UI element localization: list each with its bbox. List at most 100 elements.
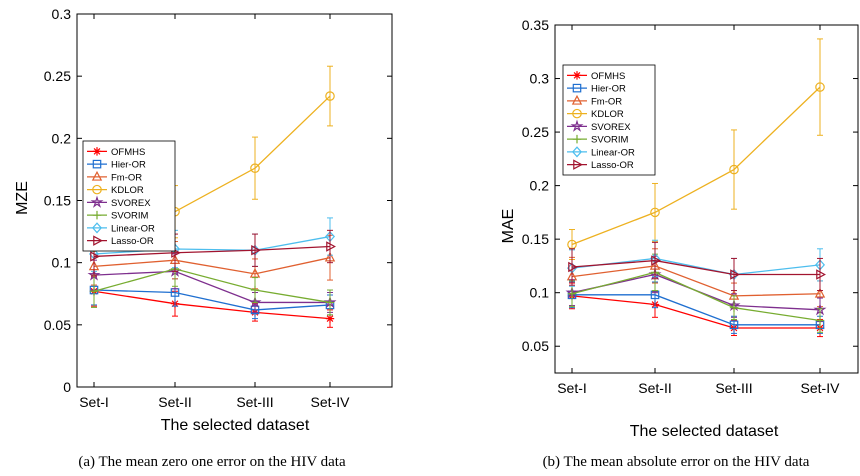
legend-item: Hier-OR	[87, 160, 146, 171]
legend-item: Linear-OR	[87, 222, 155, 234]
error-bar	[652, 182, 658, 242]
series-line	[571, 273, 821, 311]
legend-item: KDLOR	[87, 184, 144, 196]
series-lasso-or	[568, 241, 826, 292]
legend-label: Lasso-OR	[111, 236, 154, 247]
xtick-label: Set-I	[79, 394, 109, 410]
data-point	[651, 255, 661, 266]
series-line	[93, 257, 331, 275]
ytick-label: 0.25	[522, 124, 549, 140]
legend-marker	[93, 235, 103, 246]
data-point	[325, 91, 335, 101]
data-point	[248, 295, 262, 308]
legend-item: Lasso-OR	[567, 159, 634, 171]
error-bar	[569, 248, 575, 286]
legend-marker	[92, 184, 102, 195]
caption-mze: (a) The mean zero one error on the HIV d…	[78, 454, 346, 470]
series-line	[571, 259, 820, 276]
error-bar	[731, 129, 737, 210]
series-svorex	[565, 255, 827, 323]
xtick-label: Set-I	[557, 380, 587, 396]
error-bar	[652, 241, 658, 280]
series-line	[93, 270, 330, 304]
data-point	[814, 287, 826, 298]
data-point	[250, 163, 260, 173]
legend-item: SVORIM	[87, 211, 149, 222]
caption-mae: (b) The mean absolute error on the HIV d…	[543, 454, 810, 470]
data-point	[568, 261, 578, 273]
error-bar	[731, 257, 737, 292]
data-point	[730, 269, 740, 280]
legend-item: OFMHS	[87, 147, 145, 158]
xlabel-mae: The selected dataset	[630, 423, 779, 440]
series-lasso-or	[90, 229, 336, 276]
plot-area-mze: 0 0.05 0.1 0.15 0.2 0.25 0.3 Set-I Set-II Set-III…	[44, 6, 393, 410]
legend-marker	[90, 195, 104, 208]
ytick-label: 0.2	[52, 130, 72, 146]
series-line	[93, 268, 331, 304]
legend-marker	[571, 94, 583, 105]
data-point	[816, 269, 826, 280]
data-point	[567, 289, 577, 298]
data-point	[251, 245, 261, 256]
series-line	[93, 245, 331, 258]
error-bar	[817, 38, 823, 136]
legend-item: OFMHS	[567, 71, 625, 82]
data-point	[650, 207, 660, 218]
legend-item: SVORIM	[567, 135, 629, 146]
legend-label: Hier-OR	[111, 160, 146, 171]
data-point	[89, 287, 99, 296]
legend-marker	[572, 134, 582, 144]
data-point	[815, 316, 825, 325]
series-line	[571, 265, 821, 297]
xtick-label: Set-II	[158, 394, 191, 410]
ytick-label: 0.3	[530, 71, 550, 87]
legend-label: KDLOR	[111, 185, 144, 196]
legend-item: Lasso-OR	[87, 235, 154, 247]
legend-label: Fm-OR	[591, 96, 622, 107]
ytick-label: 0	[63, 379, 71, 395]
data-point	[729, 164, 739, 175]
series-line	[93, 289, 331, 311]
legend-marker	[573, 159, 583, 170]
data-point	[250, 285, 260, 295]
legend-label: SVOREX	[591, 122, 631, 133]
legend-label: KDLOR	[591, 109, 624, 120]
series-line	[93, 235, 331, 255]
error-bar	[252, 233, 258, 267]
legend-item: Fm-OR	[567, 94, 622, 107]
panel-mze: 0 0.05 0.1 0.15 0.2 0.25 0.3 Set-I Set-II Set-III…	[14, 6, 393, 470]
legend-item: KDLOR	[567, 108, 624, 120]
legend-marker	[570, 119, 584, 132]
legend-label: Lasso-OR	[591, 160, 634, 171]
ylabel-mze: MZE	[14, 181, 31, 215]
series-svorex	[87, 253, 337, 313]
legend-item: SVOREX	[567, 119, 631, 133]
legend-label: SVORIM	[111, 211, 149, 222]
series-line	[571, 271, 821, 322]
series-linear-or	[566, 239, 826, 292]
error-bar	[817, 257, 823, 292]
error-bar	[327, 65, 333, 127]
legend-label: Fm-OR	[111, 172, 142, 183]
series-line	[93, 290, 331, 320]
series-svorim	[89, 250, 335, 316]
plot-area-mae: 0.05 0.1 0.15 0.2 0.25 0.3 0.35 Set-I Set-II Set-…	[522, 17, 859, 396]
ytick-label: 0.1	[52, 255, 72, 271]
legend-label: OFMHS	[591, 71, 625, 82]
ylabel-mae: MAE	[500, 209, 517, 244]
data-point	[815, 82, 825, 92]
xtick-label: Set-III	[715, 380, 752, 396]
series-line	[571, 295, 820, 329]
series-line	[572, 294, 820, 326]
data-point	[729, 320, 739, 330]
data-point	[729, 303, 739, 312]
legend-label: Linear-OR	[591, 147, 635, 158]
error-bar	[327, 229, 333, 264]
ytick-label: 0.15	[44, 193, 71, 209]
legend-label: SVORIM	[591, 135, 629, 146]
legend-box	[562, 64, 656, 176]
panel-mae: 0.05 0.1 0.15 0.2 0.25 0.3 0.35 Set-I Set-II Set-…	[500, 17, 859, 470]
